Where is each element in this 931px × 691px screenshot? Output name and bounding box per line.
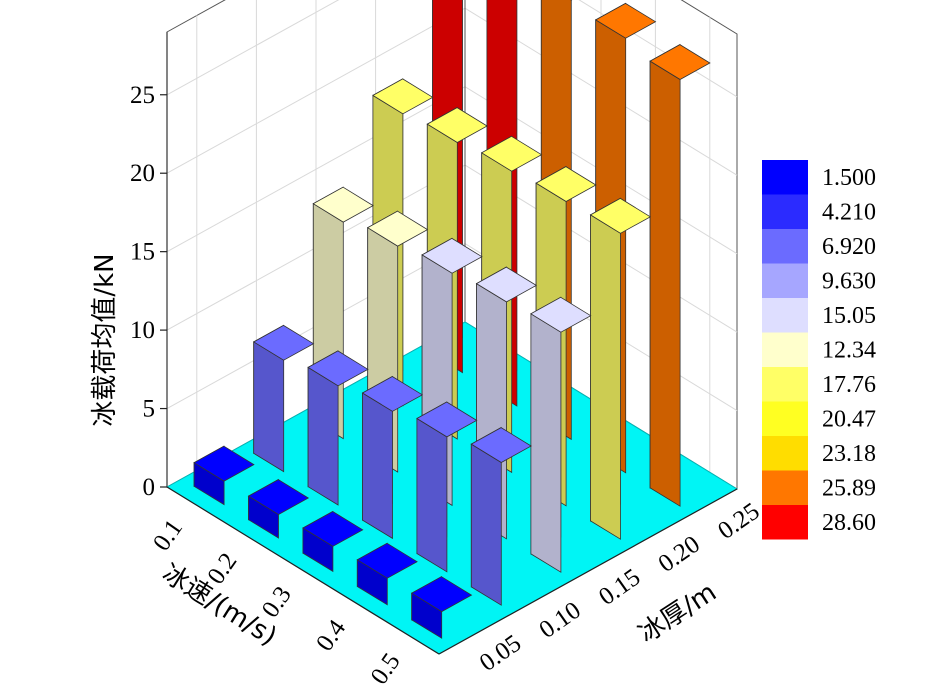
z-tick-label: 15 bbox=[130, 239, 155, 266]
bar-top-face bbox=[361, 376, 424, 412]
bar-top-face bbox=[649, 44, 711, 80]
legend-label: 15.05 bbox=[822, 303, 876, 329]
bar-front-face bbox=[416, 417, 448, 573]
bar-top-face bbox=[307, 350, 369, 387]
legend-swatch bbox=[762, 160, 808, 195]
bar-front-face bbox=[530, 313, 562, 573]
bar bbox=[361, 375, 424, 540]
y-tick-label: 0.20 bbox=[654, 531, 705, 578]
z-gridline bbox=[166, 0, 738, 98]
bar-front-face bbox=[307, 366, 339, 506]
y-axis-label: 冰厚/m bbox=[633, 577, 722, 649]
bar-top-face bbox=[193, 445, 255, 482]
legend-label: 4.210 bbox=[822, 200, 876, 226]
bar-top-face bbox=[475, 266, 538, 303]
bar-front-face bbox=[470, 443, 502, 606]
legend-swatch bbox=[762, 298, 808, 333]
bar bbox=[530, 296, 592, 573]
bar bbox=[589, 197, 652, 540]
legend-label: 6.920 bbox=[822, 234, 876, 260]
bar-top-face bbox=[366, 210, 429, 247]
legend-label: 28.60 bbox=[822, 510, 876, 536]
bar-top-face bbox=[535, 166, 597, 202]
bar-top-face bbox=[470, 427, 532, 463]
y-tick-label: 0.10 bbox=[534, 597, 585, 644]
bar bbox=[193, 445, 255, 506]
legend-label: 12.34 bbox=[822, 338, 876, 364]
bar-top-face bbox=[312, 186, 374, 223]
bar-top-face bbox=[252, 324, 315, 361]
legend-label: 17.76 bbox=[822, 372, 876, 398]
legend-label: 23.18 bbox=[822, 441, 876, 467]
bars bbox=[193, 0, 711, 639]
x-tick-label: 0.4 bbox=[311, 615, 351, 656]
z-tick-label: 10 bbox=[130, 317, 155, 344]
legend-swatch bbox=[762, 332, 808, 367]
bar-front-face bbox=[253, 341, 285, 473]
legend-label: 25.89 bbox=[822, 476, 876, 502]
legend-label: 9.630 bbox=[822, 269, 876, 295]
legend-label: 1.500 bbox=[822, 165, 876, 191]
bar-front-face bbox=[649, 60, 681, 507]
bar-top-face bbox=[302, 511, 364, 547]
bar-top-face bbox=[589, 197, 652, 234]
z-tick-label: 5 bbox=[143, 396, 156, 423]
legend: 1.500 4.210 6.920 9.630 15.05 12.34 17.76 20.47… bbox=[762, 160, 876, 540]
legend-swatch bbox=[762, 229, 808, 264]
legend-swatch bbox=[762, 505, 808, 540]
bar bbox=[470, 426, 532, 606]
bar-top-face bbox=[426, 107, 488, 143]
z-axis-label: 冰载荷均值/kN bbox=[90, 253, 120, 426]
y-axis-line bbox=[438, 488, 738, 655]
bar bbox=[247, 478, 310, 539]
bar bbox=[416, 401, 478, 573]
legend-swatch bbox=[762, 436, 808, 471]
legend-label: 20.47 bbox=[822, 407, 876, 433]
legend-swatch bbox=[762, 194, 808, 229]
legend-swatch bbox=[762, 263, 808, 298]
bar-top-face bbox=[416, 401, 478, 438]
bar-top-face bbox=[421, 237, 483, 274]
bar bbox=[649, 43, 711, 507]
bar-front-face bbox=[590, 214, 621, 540]
legend-swatch bbox=[762, 470, 808, 505]
bar-top-face bbox=[480, 135, 543, 172]
legend-swatch bbox=[762, 401, 808, 436]
y-tick-label: 0.05 bbox=[475, 630, 526, 677]
bar bbox=[410, 576, 473, 639]
x-tick-label: 0.1 bbox=[148, 515, 188, 556]
bar-top-face bbox=[410, 576, 473, 613]
bar-top-face bbox=[594, 2, 657, 39]
bar-top-face bbox=[530, 296, 592, 333]
bar-top-face bbox=[372, 78, 434, 115]
bar bbox=[356, 542, 418, 606]
z-tick-label: 20 bbox=[130, 160, 155, 187]
bar bbox=[307, 350, 369, 506]
legend-swatch bbox=[762, 367, 808, 402]
x-axis-line bbox=[166, 486, 440, 655]
bar-top-face bbox=[247, 479, 310, 515]
bar-front-face bbox=[362, 392, 393, 540]
bar bbox=[302, 510, 364, 573]
bar bbox=[252, 324, 315, 473]
y-tick-label: 0.25 bbox=[713, 498, 764, 545]
y-tick-label: 0.15 bbox=[594, 564, 645, 611]
z-tick-label: 25 bbox=[130, 82, 155, 109]
x-tick-label: 0.5 bbox=[366, 648, 406, 689]
bar-top-face bbox=[356, 542, 418, 579]
z-tick-label: 0 bbox=[143, 474, 156, 501]
